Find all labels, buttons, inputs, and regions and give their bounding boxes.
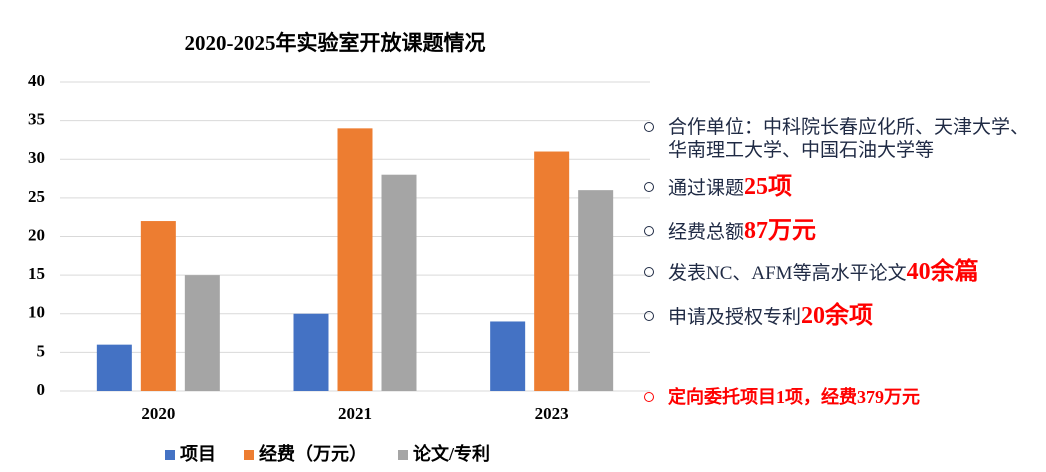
note-text: 定向委托项目1项，经费379万元 bbox=[668, 387, 920, 407]
bullet bbox=[644, 182, 654, 192]
bullet bbox=[644, 311, 654, 321]
bar bbox=[381, 174, 417, 391]
legend-label: 项目 bbox=[180, 444, 216, 464]
note: 发表NC、AFM等高水平论文40余篇 bbox=[644, 259, 1030, 285]
legend-label: 论文/专利 bbox=[413, 443, 490, 464]
x-tick-label: 2023 bbox=[535, 404, 569, 423]
note-highlight: 40余篇 bbox=[906, 259, 979, 285]
note-text: 通过课题 bbox=[668, 178, 745, 199]
legend-label: 经费（万元） bbox=[259, 443, 367, 464]
note: 定向委托项目1项，经费379万元 bbox=[644, 386, 1030, 409]
note-text: 合作单位：中科院长春应化所、天津大学、华南理工大学、中国石油大学等 bbox=[668, 117, 1030, 161]
y-tick-label: 25 bbox=[28, 187, 45, 206]
bullet bbox=[644, 122, 654, 132]
bullet bbox=[644, 392, 654, 402]
y-tick-label: 0 bbox=[37, 380, 46, 399]
note-highlight: 25项 bbox=[744, 174, 793, 200]
y-tick-label: 20 bbox=[28, 225, 45, 244]
note-text: 申请及授权专利 bbox=[668, 307, 802, 328]
note: 申请及授权专利20余项 bbox=[644, 303, 1030, 329]
note-text: 经费总额 bbox=[668, 222, 745, 243]
x-tick-label: 2020 bbox=[141, 404, 175, 423]
bar bbox=[184, 275, 220, 391]
legend-swatch bbox=[244, 450, 254, 460]
bullet bbox=[644, 267, 654, 277]
bar bbox=[140, 221, 176, 391]
y-tick-label: 5 bbox=[37, 341, 46, 360]
bar bbox=[337, 128, 373, 391]
bullet bbox=[644, 226, 654, 236]
bar bbox=[96, 344, 132, 391]
chart-title: 2020-2025年实验室开放课题情况 bbox=[185, 31, 486, 55]
y-tick-label: 10 bbox=[28, 303, 45, 322]
note: 通过课题25项 bbox=[644, 174, 1030, 200]
note: 经费总额87万元 bbox=[644, 218, 1030, 244]
bar bbox=[578, 190, 614, 391]
legend-swatch bbox=[165, 450, 175, 460]
x-tick-label: 2021 bbox=[338, 404, 372, 423]
y-tick-label: 35 bbox=[28, 110, 45, 129]
y-tick-label: 15 bbox=[28, 264, 45, 283]
bar bbox=[534, 151, 570, 391]
bar bbox=[293, 313, 329, 391]
legend-swatch bbox=[398, 450, 408, 460]
y-tick-label: 30 bbox=[28, 148, 45, 167]
y-tick-label: 40 bbox=[28, 71, 45, 90]
note-highlight: 87万元 bbox=[744, 218, 817, 244]
note-text: 发表NC、AFM等高水平论文 bbox=[668, 263, 907, 284]
note-highlight: 20余项 bbox=[801, 303, 874, 329]
bar bbox=[490, 321, 526, 391]
note: 合作单位：中科院长春应化所、天津大学、华南理工大学、中国石油大学等 bbox=[644, 116, 1030, 162]
